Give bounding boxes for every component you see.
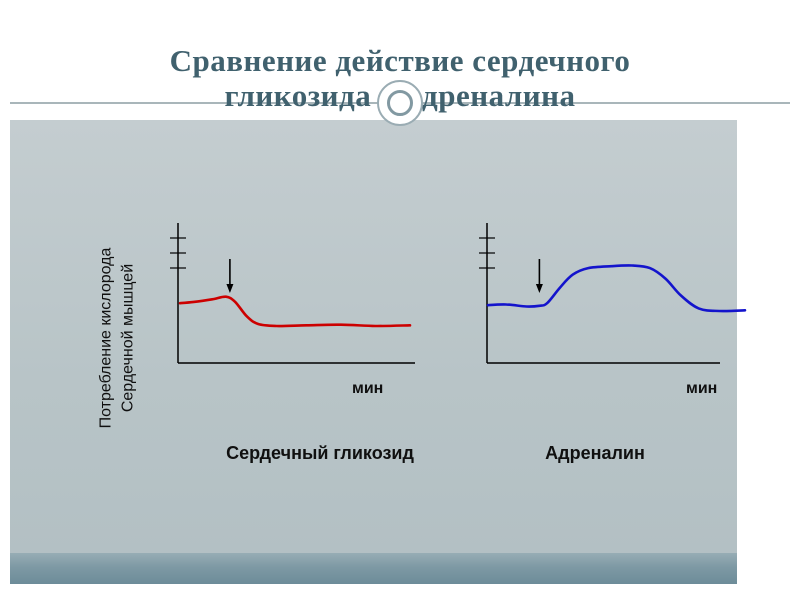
circle-ornament-inner-ring [387, 90, 413, 116]
data-curve [486, 264, 747, 313]
slide-title-line1: Сравнение действие сердечного [169, 43, 631, 78]
circle-ornament-icon [377, 80, 423, 126]
down-arrowhead-icon [535, 284, 543, 293]
adrenaline-chart [479, 223, 747, 364]
y-axis-label-line1: Потребление кислорода [97, 247, 115, 429]
adrenaline-caption: Адреналин [545, 443, 645, 463]
bottom-accent-bar [10, 553, 737, 584]
x-axis-label-adrenaline: мин [686, 380, 718, 397]
glycoside-chart [170, 223, 415, 364]
glycoside-caption: Сердечный гликозид [226, 443, 414, 463]
y-axis-label: Потребление кислорода Сердечной мышцей [95, 248, 138, 429]
data-curve [178, 295, 412, 328]
content-background [10, 120, 737, 553]
x-axis-label-glycoside: мин [352, 380, 384, 397]
down-arrowhead-icon [226, 284, 234, 293]
y-axis-label-line2: Сердечной мышцей [119, 263, 136, 413]
